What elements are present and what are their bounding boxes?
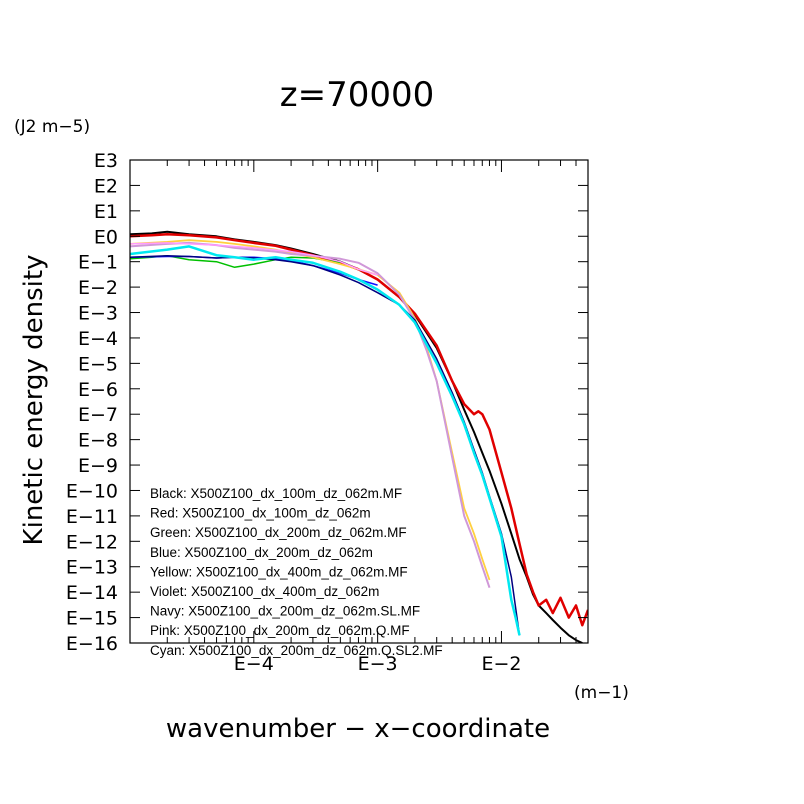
x-tick-label: E−2	[481, 653, 521, 675]
legend-entry: Violet: X500Z100_dx_400m_dz_062m	[150, 584, 379, 599]
y-tick-label: E−7	[78, 404, 118, 426]
legend-entry: Black: X500Z100_dx_100m_dz_062m.MF	[150, 486, 402, 501]
y-tick-label: E−10	[66, 480, 118, 502]
y-tick-label: E−16	[66, 633, 118, 655]
plot-frame	[129, 159, 589, 644]
legend-entry: Red: X500Z100_dx_100m_dz_062m	[150, 506, 371, 521]
y-tick-label: E−12	[66, 531, 118, 553]
series-line-7	[130, 242, 378, 276]
y-tick-label: E1	[94, 201, 118, 223]
series-layer	[130, 230, 588, 643]
legend-entry: Green: X500Z100_dx_200m_dz_062m.MF	[150, 525, 407, 540]
y-tick-label: E−13	[66, 557, 118, 579]
chart-title: z=70000	[280, 75, 435, 115]
y-tick-label: E−1	[78, 252, 118, 274]
legend-entry: Pink: X500Z100_dx_200m_dz_062m.Q.MF	[150, 623, 410, 638]
y-tick-label: E−2	[78, 277, 118, 299]
y-tick-label: E−15	[66, 608, 118, 630]
y-tick-label: E−11	[66, 506, 118, 528]
x-tick-label: E−3	[358, 653, 398, 675]
y-tick-label: E−14	[66, 582, 118, 604]
x-axis-label: wavenumber − x−coordinate	[166, 714, 550, 744]
y-tick-label: E−6	[78, 379, 118, 401]
legend-entry: Yellow: X500Z100_dx_400m_dz_062m.MF	[150, 564, 408, 579]
y-tick-label: E−9	[78, 455, 118, 477]
y-tick-label: E0	[94, 226, 118, 248]
legend-entry: Navy: X500Z100_dx_200m_dz_062m.SL.MF	[150, 604, 420, 619]
tick-layer: E3 E2 E1 E0 E−1 E−2 E−3 E−4 E−5 E−6 E−7 E−8 E−9 E−10 E…	[66, 150, 588, 675]
legend: Black: X500Z100_dx_100m_dz_062m.MF Red: X…	[150, 486, 443, 658]
y-tick-label: E−8	[78, 430, 118, 452]
y-tick-label: E2	[94, 175, 118, 197]
y-axis-label: Kinetic energy density	[19, 255, 49, 546]
y-tick-label: E3	[94, 150, 118, 172]
legend-entry: Cyan: X500Z100_dx_200m_dz_062m.Q.SL2.MF	[150, 643, 443, 658]
x-tick-label: E−4	[234, 653, 274, 675]
y-unit-label: (J2 m−5)	[14, 117, 90, 137]
series-line-0	[130, 230, 583, 643]
x-unit-label: (m−1)	[574, 683, 629, 703]
series-line-8	[130, 245, 521, 636]
y-tick-label: E−4	[78, 328, 118, 350]
y-tick-label: E−3	[78, 303, 118, 325]
legend-entry: Blue: X500Z100_dx_200m_dz_062m	[150, 545, 373, 560]
y-tick-label: E−5	[78, 353, 118, 375]
series-line-1	[130, 233, 588, 627]
